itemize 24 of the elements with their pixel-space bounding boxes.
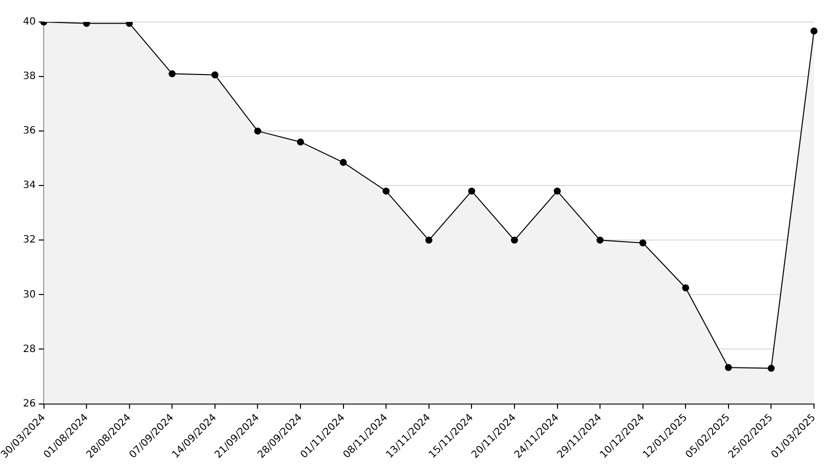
y-tick-label: 30 [23,289,36,300]
y-tick-label: 38 [23,71,36,82]
y-tick-label: 36 [23,126,36,137]
point [297,138,304,146]
y-tick-label: 32 [23,234,36,246]
point [168,70,176,78]
y-tick-label: 28 [23,344,36,355]
point [510,236,518,244]
point [468,188,476,195]
y-tick-label: 34 [23,180,36,192]
point [682,284,690,292]
point [810,28,818,34]
point [340,158,347,166]
point [425,236,432,244]
point [768,364,775,372]
point [724,364,732,371]
point [596,236,604,244]
y-tick-label: 26 [23,398,36,410]
point [639,239,646,246]
point [554,188,561,195]
point [254,128,262,135]
point [211,71,218,78]
point [382,188,390,195]
y-tick-label: 40 [23,16,36,28]
